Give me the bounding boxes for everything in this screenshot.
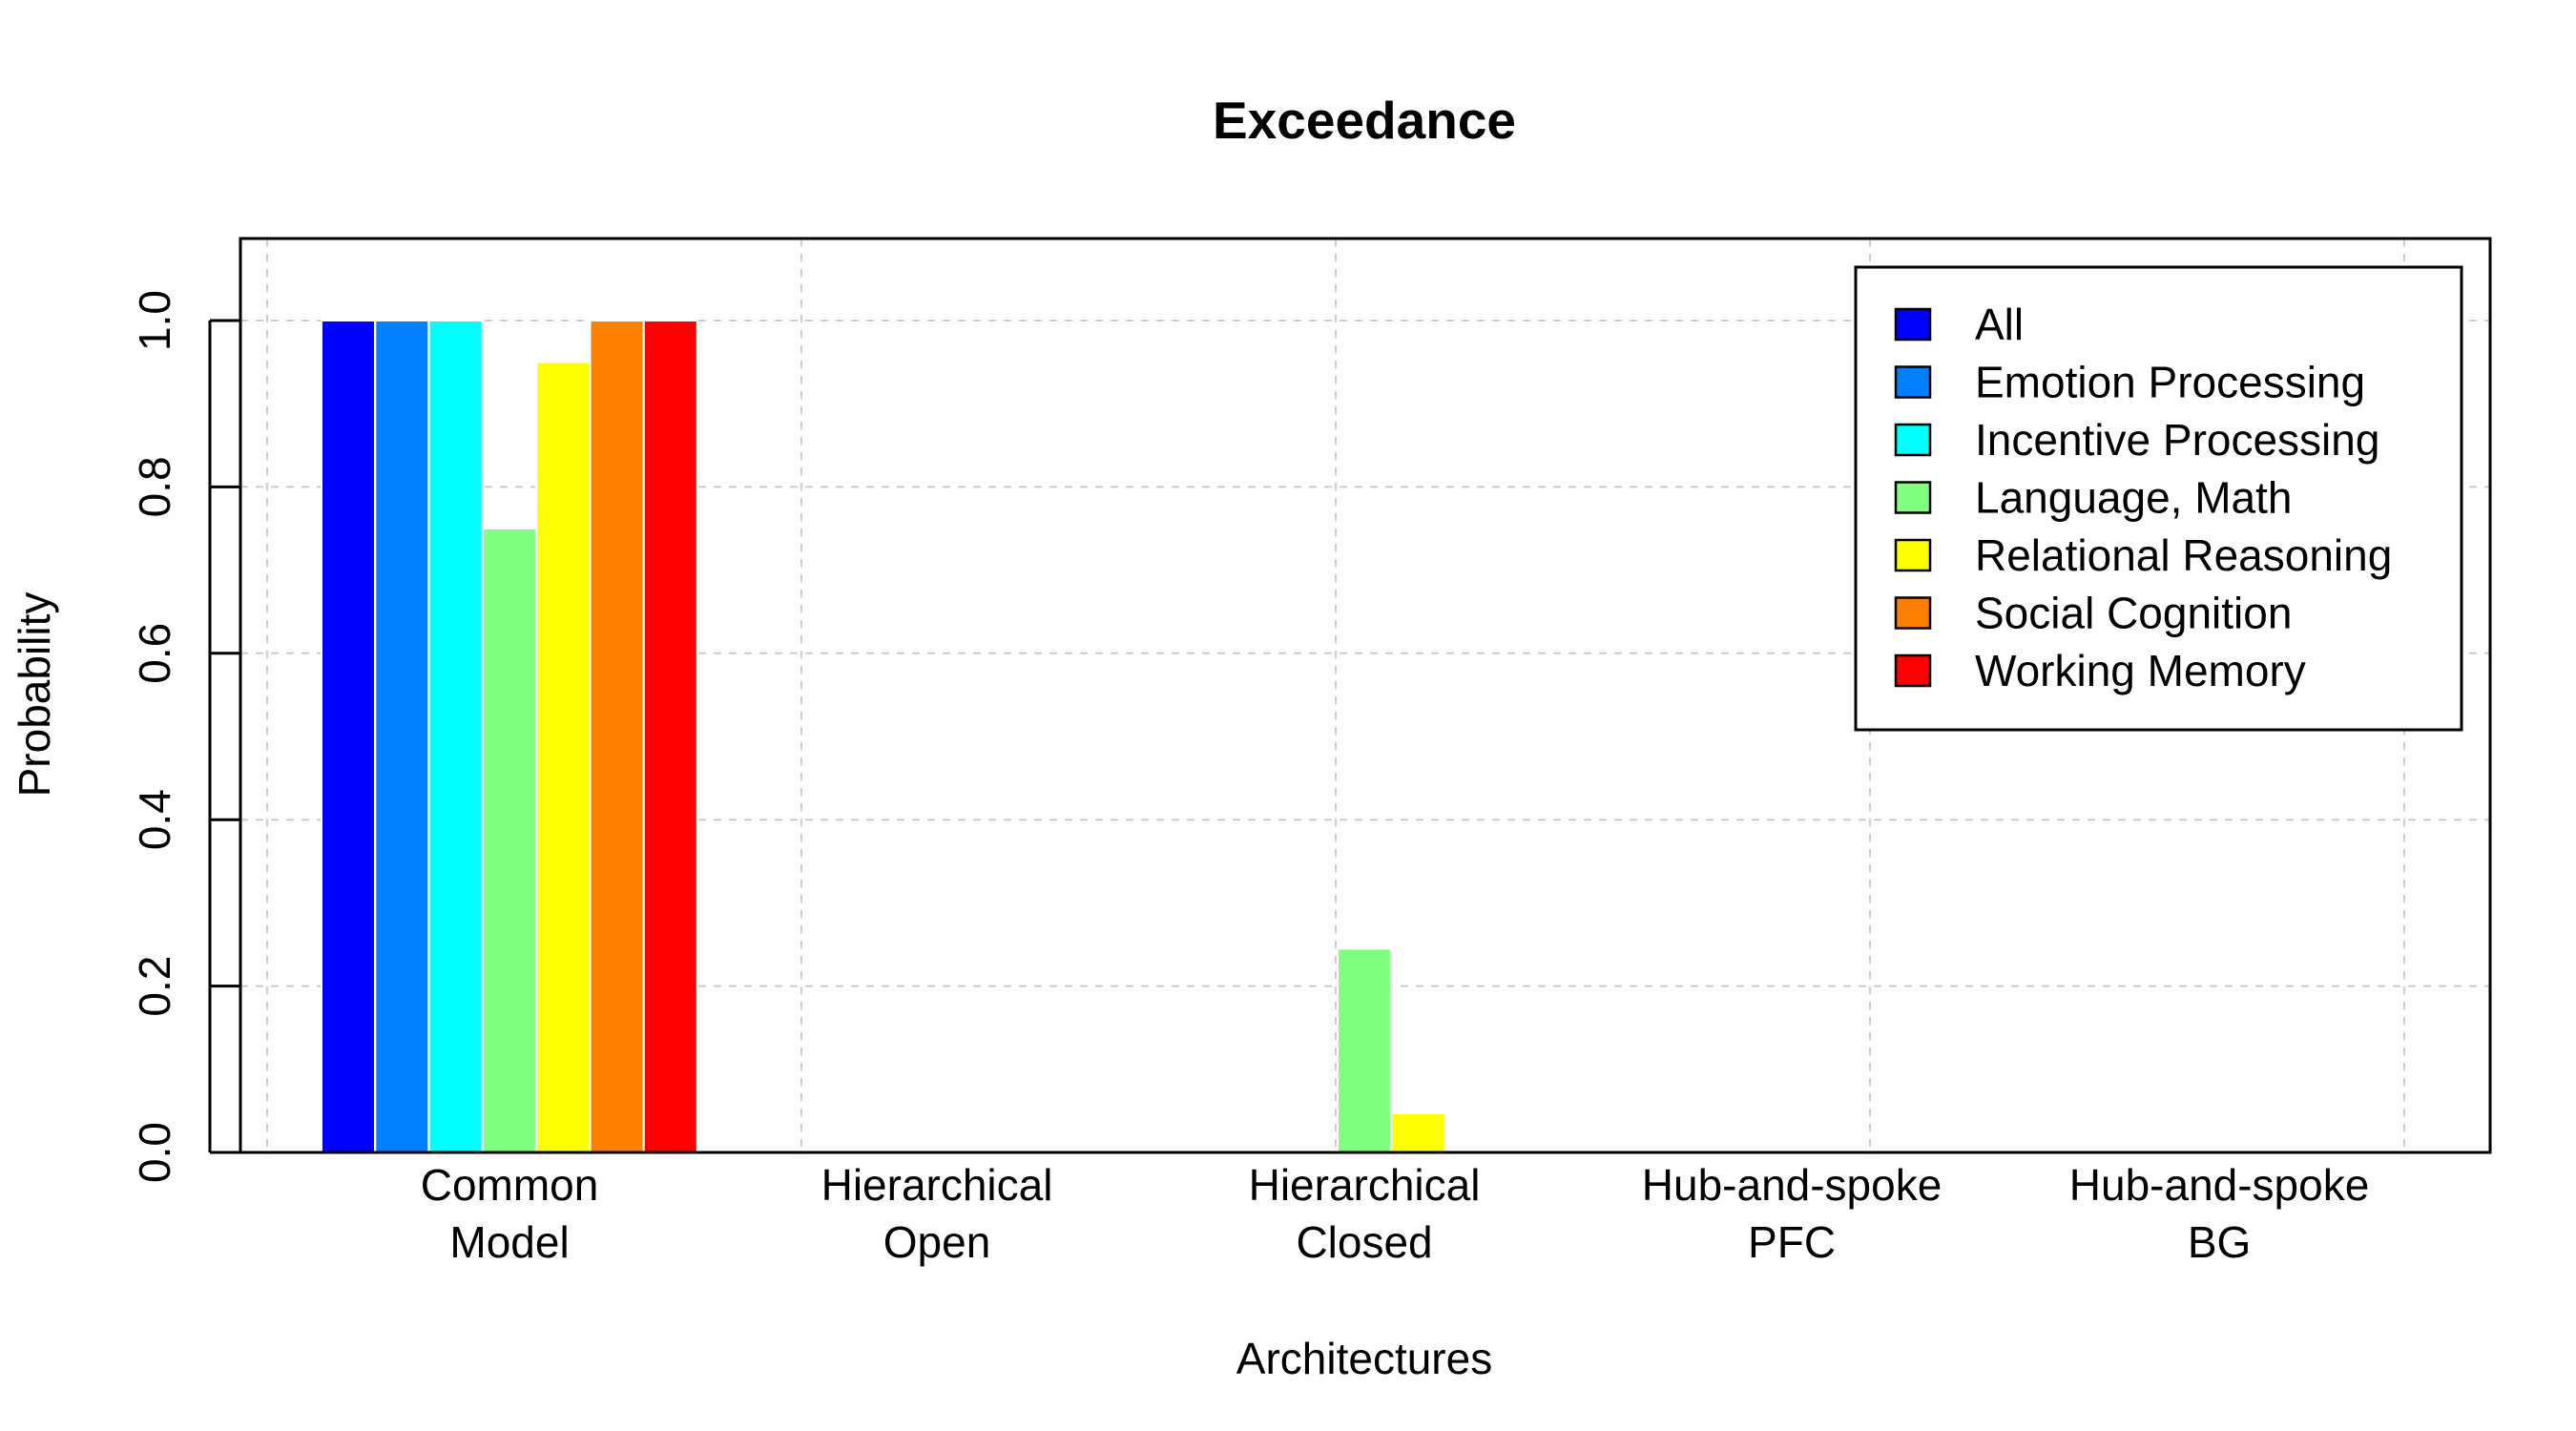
x-tick-label: BG [2188, 1217, 2251, 1267]
chart-title: Exceedance [1213, 91, 1516, 150]
legend-items: All Emotion Processing Incentive Processin… [1894, 300, 2392, 695]
bar-emotion-processing-0 [374, 320, 430, 1153]
bar-all-0 [321, 320, 376, 1153]
x-tick-label: Open [883, 1217, 991, 1267]
legend-swatch [1894, 596, 1932, 630]
bar-relational-reasoning-2 [1390, 1112, 1446, 1153]
x-tick-label: Hierarchical [1249, 1160, 1481, 1210]
legend-label: Emotion Processing [1975, 358, 2365, 407]
legend-swatch [1894, 481, 1932, 514]
x-axis-label: Architectures [1236, 1334, 1492, 1383]
bar-social-cognition-0 [589, 320, 645, 1153]
x-tick-label: Hierarchical [821, 1160, 1053, 1210]
legend-swatch [1894, 365, 1932, 399]
bar-language-math-0 [481, 528, 537, 1153]
y-tick-label: 1.0 [130, 290, 179, 351]
x-tick-label: Common [421, 1160, 599, 1210]
plot-frame [239, 237, 2492, 1154]
y-tick-label: 0.4 [130, 789, 179, 850]
y-tick-label: 0.0 [130, 1122, 179, 1183]
legend-swatch [1894, 423, 1932, 457]
bar-incentive-processing-0 [427, 320, 484, 1153]
legend-swatch [1894, 653, 1932, 688]
y-tick-label: 0.6 [130, 623, 179, 684]
y-tick-label: 0.2 [130, 956, 179, 1017]
axis-layer: 0.0 0.2 0.4 0.6 0.8 1.0 Common Model Hierarchica… [130, 290, 2369, 1267]
legend-frame [1854, 265, 2463, 732]
x-tick-label: Hub-and-spoke [1642, 1160, 1942, 1210]
x-tick-label: Closed [1296, 1217, 1432, 1267]
x-tick-label: Hub-and-spoke [2069, 1160, 2370, 1210]
legend: All Emotion Processing Incentive Processin… [1854, 265, 2463, 732]
legend-label: Incentive Processing [1975, 415, 2379, 465]
bar-relational-reasoning-0 [535, 361, 592, 1154]
bar-working-memory-0 [642, 320, 698, 1153]
x-tick-label: PFC [1748, 1217, 1836, 1267]
x-tick-label: Model [449, 1217, 569, 1267]
y-tick-label: 0.8 [130, 456, 179, 517]
legend-swatch [1894, 307, 1932, 342]
legend-label: Language, Math [1975, 473, 2293, 523]
legend-label: Relational Reasoning [1975, 530, 2392, 580]
legend-swatch [1894, 538, 1932, 572]
bar-layer [321, 320, 1446, 1154]
legend-label: All [1975, 300, 2024, 349]
legend-label: Social Cognition [1975, 589, 2292, 638]
y-axis-label: Probability [10, 592, 59, 798]
bar-language-math-2 [1336, 947, 1392, 1153]
legend-label: Working Memory [1975, 646, 2306, 695]
